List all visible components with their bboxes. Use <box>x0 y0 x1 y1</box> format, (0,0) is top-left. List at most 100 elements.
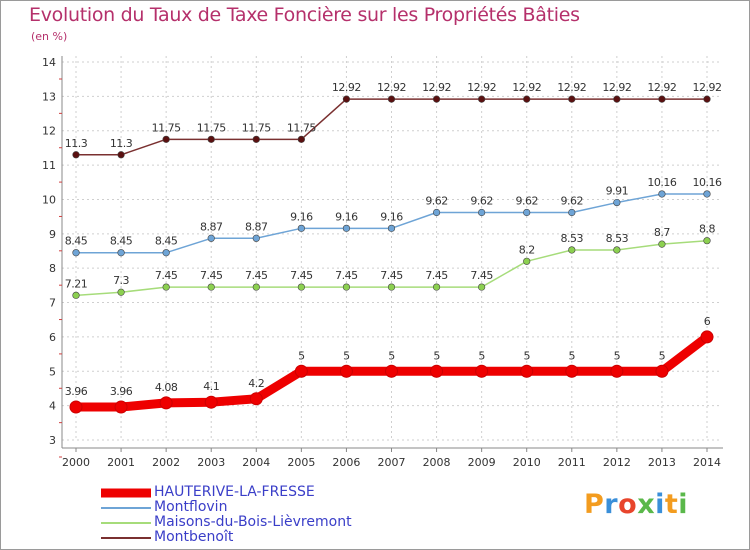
data-label: 5 <box>298 349 305 362</box>
logo-letter: t <box>664 489 679 520</box>
y-tick-label: 10 <box>42 193 56 206</box>
data-point <box>342 95 351 103</box>
data-point <box>523 208 531 217</box>
series-maisons-du-bois-li-vremont: 7.21 7.3 7.45 7.45 7.45 7.45 7.45 7.45 7.45 7.45 8… <box>65 223 716 299</box>
data-label: 5 <box>569 349 576 362</box>
data-label: 5 <box>614 349 621 362</box>
data-label: 7.45 <box>380 269 403 282</box>
data-label: 11.3 <box>110 137 133 150</box>
data-label: 7.45 <box>425 269 448 282</box>
data-point <box>72 151 80 159</box>
data-label: 4.08 <box>155 381 178 394</box>
data-point <box>207 283 215 291</box>
data-label: 11.75 <box>242 121 271 134</box>
legend-label: HAUTERIVE-LA-FRESSE <box>154 484 315 500</box>
data-point <box>249 392 263 406</box>
data-label: 7.45 <box>155 269 178 282</box>
data-point <box>252 283 260 291</box>
data-point <box>658 240 666 248</box>
data-label: 8.2 <box>519 243 535 256</box>
data-label: 7.3 <box>113 274 129 287</box>
x-tick-label: 2003 <box>197 456 225 469</box>
x-tick-label: 2007 <box>378 456 406 469</box>
data-label: 11.75 <box>287 121 316 134</box>
data-point <box>432 208 441 217</box>
logo-letter: i <box>678 489 689 520</box>
x-tick-label: 2011 <box>558 456 586 469</box>
legend-label: Maisons-du-Bois-Lièvremont <box>154 514 352 530</box>
data-point <box>72 291 80 299</box>
data-point <box>478 283 486 291</box>
data-label: 9.62 <box>561 195 584 208</box>
data-label: 6 <box>704 315 711 328</box>
data-label: 8.45 <box>110 235 133 248</box>
data-label: 8.7 <box>654 226 670 239</box>
data-point <box>475 364 489 378</box>
data-point <box>117 249 125 257</box>
data-point <box>69 400 83 414</box>
data-label: 8.53 <box>606 232 629 245</box>
data-point <box>387 224 396 232</box>
data-point <box>430 364 444 378</box>
logo-letter: o <box>618 489 638 520</box>
data-point <box>432 283 441 291</box>
data-point <box>565 364 579 378</box>
series-montflovin: 8.45 8.45 8.45 8.87 8.87 9.16 9.16 9.16 9.62 9.62… <box>65 176 722 257</box>
data-label: 4.1 <box>203 380 219 393</box>
x-tick-label: 2004 <box>242 456 270 469</box>
x-tick-label: 2008 <box>423 456 451 469</box>
x-tick-label: 2014 <box>693 456 721 469</box>
data-label: 9.16 <box>290 210 313 223</box>
data-point <box>297 224 305 232</box>
legend-label: Montbenoît <box>154 529 234 545</box>
logo-letter: P <box>584 489 605 520</box>
data-label: 5 <box>523 349 530 362</box>
data-point <box>613 95 621 103</box>
x-tick-label: 2001 <box>107 456 135 469</box>
data-point <box>700 330 714 344</box>
x-tick-label: 2009 <box>468 456 496 469</box>
data-point <box>117 151 125 159</box>
legend-label: Montflovin <box>154 499 228 515</box>
data-label: 12.92 <box>693 81 722 94</box>
data-point <box>72 249 80 257</box>
data-label: 12.92 <box>422 81 451 94</box>
y-tick-label: 6 <box>49 331 56 344</box>
data-point <box>297 135 305 143</box>
data-label: 8.45 <box>65 235 88 248</box>
x-tick-label: 2002 <box>152 456 180 469</box>
y-tick-label: 13 <box>42 90 56 103</box>
data-label: 7.21 <box>65 277 88 290</box>
data-label: 8.87 <box>245 220 268 233</box>
logo-letter: x <box>637 489 656 520</box>
data-point <box>162 135 170 143</box>
data-point <box>703 237 711 245</box>
data-point <box>432 95 441 103</box>
data-point <box>655 364 669 378</box>
data-label: 7.45 <box>290 269 313 282</box>
data-label: 12.92 <box>332 81 361 94</box>
data-label: 3.96 <box>65 385 88 398</box>
data-point <box>207 234 215 242</box>
data-label: 12.92 <box>377 81 406 94</box>
data-label: 10.16 <box>693 176 722 189</box>
data-label: 10.16 <box>647 176 676 189</box>
data-label: 4.2 <box>248 377 264 390</box>
data-point <box>478 208 486 217</box>
x-tick-label: 2013 <box>648 456 676 469</box>
data-label: 12.92 <box>512 81 541 94</box>
x-tick-label: 2012 <box>603 456 631 469</box>
data-point <box>523 257 531 265</box>
data-label: 5 <box>659 349 666 362</box>
data-label: 11.3 <box>65 137 88 150</box>
y-tick-label: 9 <box>49 228 56 241</box>
data-label: 8.87 <box>200 220 223 233</box>
y-tick-label: 3 <box>49 434 56 447</box>
y-tick-label: 11 <box>42 159 56 172</box>
data-label: 9.62 <box>470 195 493 208</box>
series-hauterive-la-fresse: 3.96 3.96 4.08 4.1 4.2 5 5 5 5 5 5 5 5 5 6 <box>65 315 714 414</box>
logo-letter: i <box>655 489 665 520</box>
data-label: 7.45 <box>470 269 493 282</box>
